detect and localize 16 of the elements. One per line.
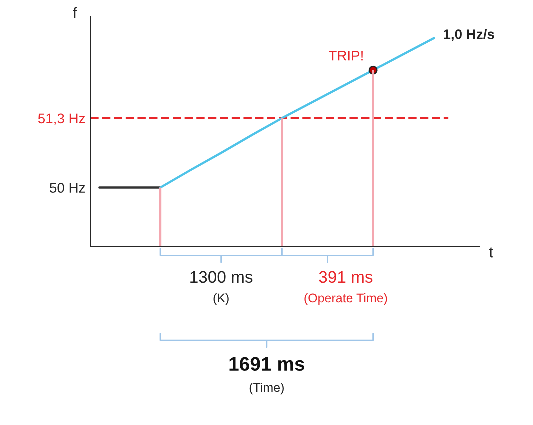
bar [372,70,374,246]
bar [159,188,162,246]
y-tick-label: 50 Hz [50,183,86,193]
text: (Time) [250,382,284,395]
line-series [159,37,436,189]
text: 391 ms [319,271,373,284]
annotation: 1,0 Hz/s [444,29,494,42]
y-axis-title: f [73,7,78,18]
y-tick-label: 51,3 Hz [38,114,86,126]
bar [281,118,284,246]
text: (K) [214,293,229,306]
text: 1300 ms [190,271,253,284]
annotation: TRIP! [329,51,363,61]
text: 1691 ms [230,357,305,372]
x-axis-title: t [489,248,494,258]
text: (Operate Time) [304,293,388,306]
